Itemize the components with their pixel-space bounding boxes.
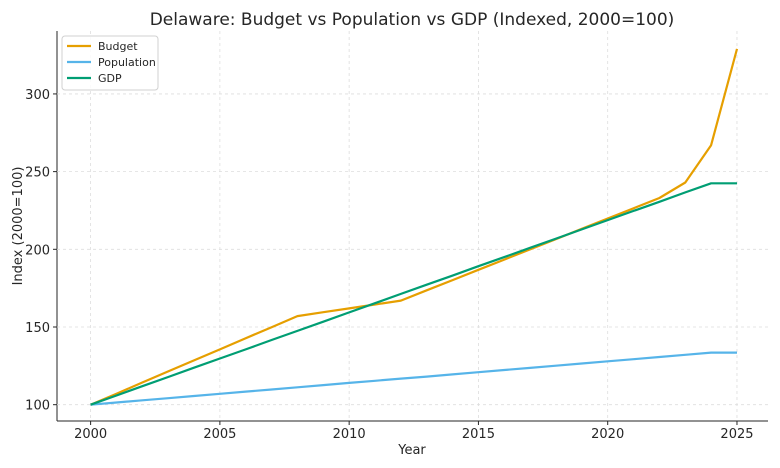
x-tick-label: 2005 (203, 427, 236, 442)
y-axis-label: Index (2000=100) (11, 167, 26, 286)
x-axis-ticks: 2000 2005 2010 2015 2020 2025 (74, 421, 754, 442)
series-line-population (90, 351, 737, 406)
legend-label-gdp: GDP (98, 72, 122, 85)
x-tick-label: 2025 (720, 427, 753, 442)
x-tick-label: 2015 (462, 427, 495, 442)
x-axis-label: Year (397, 443, 426, 458)
x-tick-label: 2020 (591, 427, 624, 442)
legend: Budget Population GDP (61, 35, 159, 91)
legend-label-population: Population (98, 56, 156, 69)
x-tick-label: 2000 (74, 427, 107, 442)
y-tick-label: 100 (25, 399, 50, 414)
grid (56, 31, 768, 422)
legend-box (61, 35, 159, 91)
y-tick-label: 150 (25, 321, 50, 336)
series-line-gdp (90, 182, 737, 406)
y-tick-label: 250 (25, 166, 50, 181)
y-tick-label: 200 (25, 243, 50, 258)
x-tick-label: 2010 (333, 427, 366, 442)
legend-label-budget: Budget (98, 40, 138, 53)
series-line-budget (90, 48, 739, 406)
y-tick-label: 300 (25, 88, 50, 103)
plot-frame (57, 31, 768, 421)
series-lines (90, 48, 739, 406)
chart-title: Delaware: Budget vs Population vs GDP (I… (150, 10, 675, 30)
y-axis-ticks: 100 150 200 250 300 (25, 88, 57, 414)
